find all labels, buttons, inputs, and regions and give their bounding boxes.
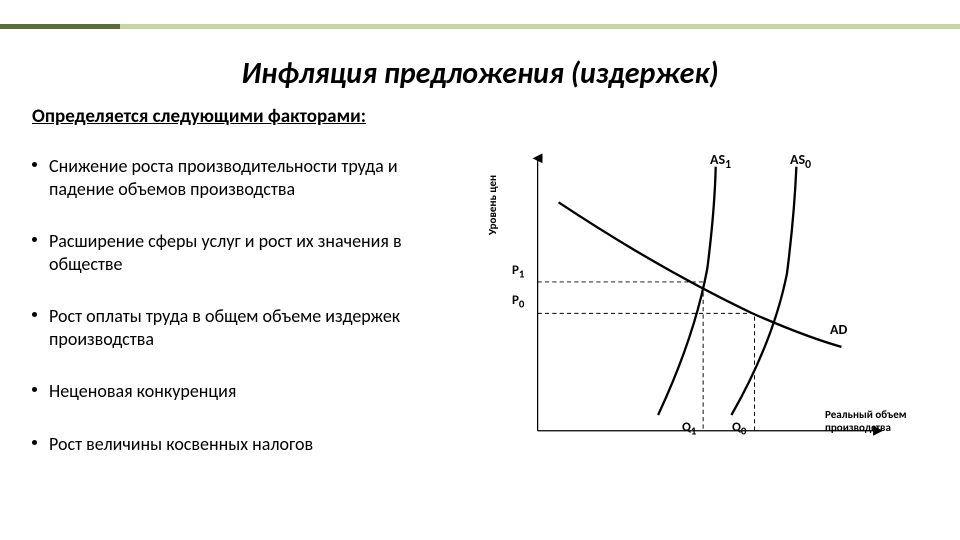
bullet-item: Неценовая конкуренция <box>32 380 452 403</box>
bullet-dot-icon <box>32 312 37 317</box>
slide-title: Инфляция предложения (издержек) <box>0 55 960 92</box>
bullet-item: Расширение сферы услуг и рост их значени… <box>32 230 452 275</box>
bullet-text: Расширение сферы услуг и рост их значени… <box>49 230 452 275</box>
supply-inflation-chart: Уровень цен Реальный объем производства … <box>480 145 920 465</box>
slide-subtitle: Определяется следующими факторами: <box>32 105 366 128</box>
ad-curve <box>559 202 842 347</box>
q1-label: Q1 <box>682 420 696 438</box>
bullet-item: Рост величины косвенных налогов <box>32 433 452 456</box>
ad-label: AD <box>830 321 847 338</box>
bar-segment-light <box>120 24 960 29</box>
bullet-text: Рост оплаты труда в общем объеме издерже… <box>49 305 452 350</box>
bullet-item: Рост оплаты труда в общем объеме издерже… <box>32 305 452 350</box>
p1-label: P1 <box>512 263 524 281</box>
q0-label: Q0 <box>732 420 746 438</box>
top-accent-bar <box>0 24 960 29</box>
x-axis-label: Реальный объем производства <box>825 408 925 434</box>
bullet-dot-icon <box>32 162 37 167</box>
as1-label: AS1 <box>710 151 731 172</box>
as0-label: AS0 <box>790 151 811 172</box>
as0-curve <box>731 167 796 415</box>
bullet-dot-icon <box>32 237 37 242</box>
bar-segment-dark <box>0 24 120 29</box>
bullet-item: Снижение роста производительности труда … <box>32 155 452 200</box>
p0-label: P0 <box>512 293 524 311</box>
bullet-text: Снижение роста производительности труда … <box>49 155 452 200</box>
bullet-dot-icon <box>32 387 37 392</box>
guide-p0 <box>538 313 755 430</box>
guide-p1 <box>538 282 704 431</box>
bullet-text: Рост величины косвенных налогов <box>49 433 313 456</box>
bullet-dot-icon <box>32 440 37 445</box>
bullet-list: Снижение роста производительности труда … <box>32 155 452 485</box>
y-axis-label: Уровень цен <box>486 175 499 235</box>
bullet-text: Неценовая конкуренция <box>49 380 236 403</box>
